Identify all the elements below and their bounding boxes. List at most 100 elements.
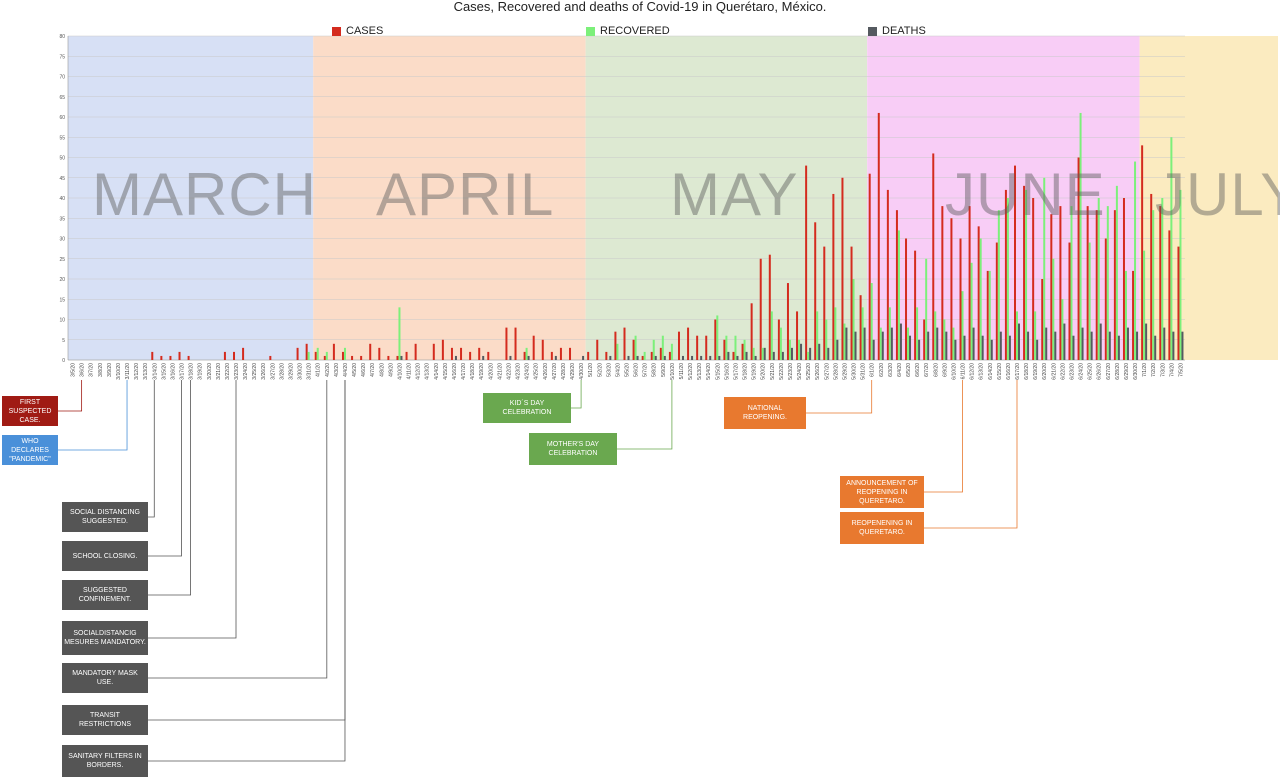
x-tick-label: 4/8/20 — [379, 363, 385, 377]
cases-bar — [668, 351, 671, 360]
deaths-bar — [1017, 323, 1020, 360]
y-tick-label: 50 — [59, 156, 65, 162]
cases-bar — [696, 335, 699, 360]
event-connector — [148, 380, 191, 596]
deaths-bar — [609, 355, 612, 360]
event-box: SUGGESTED CONFINEMENT. — [62, 580, 148, 610]
cases-bar — [151, 351, 154, 360]
deaths-bar — [809, 347, 812, 360]
event-connector — [148, 380, 346, 762]
y-tick-label: 55 — [59, 135, 65, 141]
deaths-bar — [1054, 331, 1057, 360]
cases-bar — [1004, 189, 1007, 360]
x-tick-label: 3/16/20 — [170, 363, 176, 380]
recovered-bar — [997, 210, 1000, 360]
y-tick-label: 35 — [59, 216, 65, 222]
x-tick-label: 6/27/20 — [1106, 363, 1112, 380]
x-tick-label: 5/9/20 — [661, 363, 667, 377]
cases-bar — [632, 339, 635, 360]
x-tick-label: 4/16/20 — [452, 363, 458, 380]
event-connector — [58, 380, 128, 451]
x-tick-label: 5/25/20 — [806, 363, 812, 380]
recovered-bar — [788, 339, 791, 360]
x-tick-label: 6/18/20 — [1024, 363, 1030, 380]
deaths-bar — [691, 355, 694, 360]
recovered-bar — [1143, 250, 1146, 360]
deaths-bar — [509, 355, 512, 360]
x-tick-label: 7/3/20 — [1160, 363, 1166, 377]
cases-bar — [1141, 145, 1144, 360]
deaths-bar — [1154, 335, 1157, 360]
x-tick-label: 5/8/20 — [652, 363, 658, 377]
cases-bar — [223, 351, 226, 360]
x-tick-label: 6/12/20 — [970, 363, 976, 380]
legend-deaths-swatch — [868, 26, 877, 36]
x-tick-label: 3/11/20 — [125, 363, 131, 380]
event-connector — [148, 380, 182, 557]
x-tick-label: 5/12/20 — [688, 363, 694, 380]
recovered-bar — [770, 311, 773, 360]
recovered-bar — [825, 319, 828, 360]
cases-bar — [1013, 165, 1016, 360]
x-tick-label: 5/26/20 — [815, 363, 821, 380]
recovered-bar — [852, 279, 855, 360]
cases-bar — [732, 351, 735, 360]
x-tick-label: 4/25/20 — [534, 363, 540, 380]
cases-bar — [169, 355, 172, 360]
deaths-bar — [999, 331, 1002, 360]
recovered-bar — [925, 258, 928, 360]
recovered-bar — [1152, 210, 1155, 360]
recovered-bar — [316, 347, 319, 360]
x-tick-label: 3/13/20 — [143, 363, 149, 380]
cases-bar — [823, 246, 826, 360]
event-box: FIRST SUSPECTED CASE. — [2, 396, 58, 426]
cases-bar — [614, 331, 617, 360]
cases-bar — [714, 319, 717, 360]
legend-recovered: RECOVERED — [586, 25, 670, 37]
x-tick-label: 5/23/20 — [788, 363, 794, 380]
deaths-bar — [872, 339, 875, 360]
cases-bar — [932, 153, 935, 360]
cases-bar — [596, 339, 599, 360]
x-tick-label: 4/10/20 — [397, 363, 403, 380]
deaths-bar — [972, 327, 975, 360]
x-tick-label: 7/4/20 — [1169, 363, 1175, 377]
cases-bar — [777, 319, 780, 360]
x-tick-label: 6/7/20 — [924, 363, 930, 377]
y-tick-label: 60 — [59, 115, 65, 121]
cases-bar — [360, 355, 363, 360]
cases-bar — [886, 189, 889, 360]
cases-bar — [1059, 206, 1062, 360]
recovered-bar — [779, 327, 782, 360]
x-tick-label: 4/23/20 — [516, 363, 522, 380]
x-tick-label: 4/3/20 — [334, 363, 340, 377]
x-tick-label: 5/27/20 — [824, 363, 830, 380]
chart-title: Cases, Recovered and deaths of Covid-19 … — [453, 0, 827, 14]
cases-bar — [523, 351, 526, 360]
month-label-june: JUNE — [945, 161, 1106, 228]
event-box: MOTHER'S DAY CELEBRATION — [529, 433, 617, 465]
deaths-bar — [745, 351, 748, 360]
y-tick-label: 65 — [59, 95, 65, 101]
recovered-bar — [1170, 137, 1173, 360]
y-tick-label: 70 — [59, 75, 65, 81]
x-tick-label: 6/16/20 — [1006, 363, 1012, 380]
month-label-april: APRIL — [376, 161, 555, 228]
x-tick-label: 6/8/20 — [933, 363, 939, 377]
cases-bar — [832, 193, 835, 360]
y-tick-label: 10 — [59, 318, 65, 324]
cases-bar — [460, 347, 463, 360]
x-tick-label: 4/14/20 — [434, 363, 440, 380]
cases-bar — [569, 347, 572, 360]
cases-bar — [1068, 242, 1071, 360]
legend-recovered-label: RECOVERED — [600, 25, 670, 37]
x-tick-label: 4/2/20 — [325, 363, 331, 377]
recovered-bar — [1161, 198, 1164, 360]
x-tick-label: 4/17/20 — [461, 363, 467, 380]
cases-bar — [687, 327, 690, 360]
deaths-bar — [945, 331, 948, 360]
legend-cases-swatch — [332, 26, 341, 36]
deaths-bar — [582, 355, 585, 360]
x-tick-label: 5/5/20 — [625, 363, 631, 377]
